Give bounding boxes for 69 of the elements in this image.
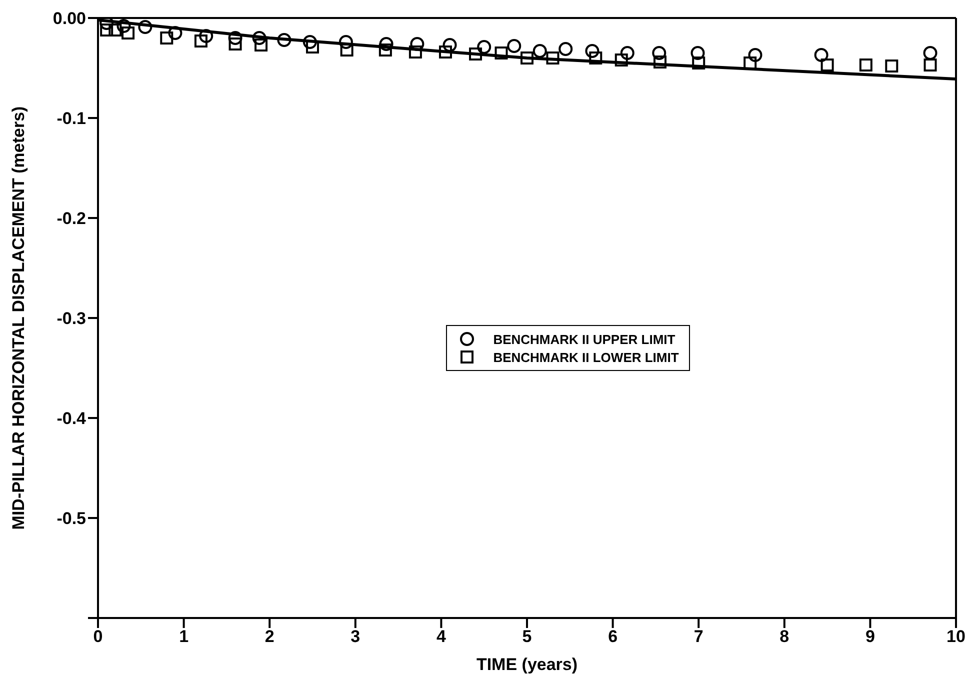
x-tick-label: 7	[694, 627, 704, 646]
point	[924, 58, 937, 72]
point	[116, 19, 131, 33]
point	[277, 33, 292, 47]
point	[340, 44, 354, 56]
point	[520, 52, 534, 64]
point	[228, 38, 242, 50]
x-tick-label: 6	[608, 627, 618, 646]
x-tick-label: 9	[865, 627, 875, 646]
y-tick-label: -0.1	[56, 109, 86, 128]
point	[410, 37, 424, 51]
point	[252, 31, 266, 45]
x-tick-label: 0	[93, 627, 103, 646]
point	[138, 20, 152, 34]
point	[122, 26, 135, 40]
point	[100, 24, 114, 36]
x-tick-label: 2	[264, 627, 274, 646]
x-tick-label: 3	[350, 627, 360, 646]
point	[442, 38, 457, 52]
point	[228, 31, 242, 45]
point	[652, 46, 666, 60]
point	[378, 44, 392, 56]
point	[507, 39, 522, 53]
point	[589, 52, 602, 64]
point	[408, 46, 422, 58]
point	[820, 58, 834, 72]
point	[108, 24, 122, 36]
point	[614, 54, 628, 66]
point	[690, 46, 705, 60]
x-tick-label: 5	[522, 627, 532, 646]
point	[744, 56, 757, 70]
point	[254, 38, 268, 52]
y-tick-label: -0.2	[56, 209, 86, 228]
point	[692, 56, 706, 70]
y-tick-label: -0.4	[56, 409, 87, 428]
point	[653, 56, 666, 68]
x-axis-title: TIME (years)	[476, 655, 578, 674]
point	[302, 35, 317, 49]
point	[477, 40, 492, 54]
y-tick-label: -0.5	[56, 509, 86, 528]
point	[748, 48, 762, 62]
point	[859, 58, 872, 72]
y-tick-label: -0.3	[56, 309, 86, 328]
point	[814, 48, 828, 62]
point	[532, 44, 547, 58]
point	[620, 46, 634, 60]
point	[885, 60, 898, 72]
point	[194, 34, 208, 48]
x-tick-label: 1	[179, 627, 189, 646]
legend-label: BENCHMARK II UPPER LIMIT	[493, 332, 676, 346]
point	[546, 52, 560, 64]
point	[469, 48, 482, 60]
y-axis-title: MID-PILLAR HORIZONTAL DISPLACEMENT (meters)	[9, 106, 28, 530]
point	[168, 26, 182, 40]
y-tick-label: 0.00	[52, 9, 86, 28]
x-tick-label: 10	[946, 627, 966, 646]
point	[338, 35, 353, 49]
x-tick-label: 8	[780, 627, 790, 646]
point	[494, 46, 508, 60]
point	[306, 40, 319, 54]
point	[558, 42, 573, 56]
point	[199, 29, 214, 43]
point	[585, 44, 600, 58]
point	[438, 46, 452, 58]
point	[923, 46, 938, 60]
point	[160, 32, 174, 44]
point	[379, 37, 394, 51]
x-tick-label: 4	[436, 627, 446, 646]
legend-label: BENCHMARK II LOWER LIMIT	[493, 350, 679, 364]
